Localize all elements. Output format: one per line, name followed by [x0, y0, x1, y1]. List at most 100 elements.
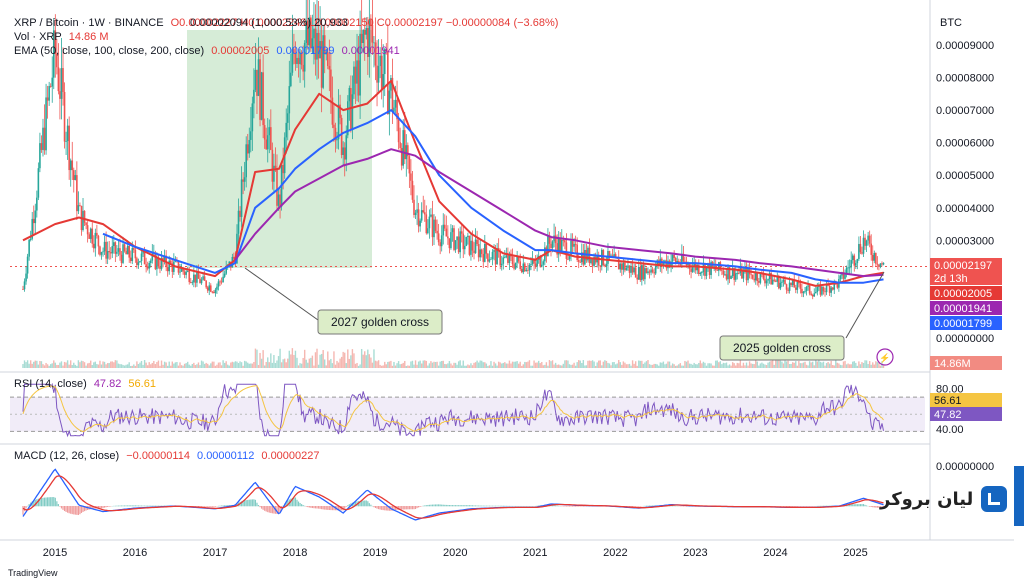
volume-bar [827, 362, 828, 368]
volume-bar [275, 363, 276, 368]
candle-body [487, 254, 489, 262]
symbol-title[interactable]: XRP / Bitcoin · 1W · BINANCE [14, 17, 164, 29]
macd-histogram-bar [210, 506, 211, 507]
volume-bar [133, 364, 134, 368]
candle-body [36, 198, 38, 211]
volume-bar [867, 364, 868, 368]
rsi-label[interactable]: RSI (14, close) [14, 378, 87, 390]
price-tick-label: 0.00007000 [936, 105, 994, 117]
volume-bar [883, 366, 884, 368]
candle-body [552, 241, 554, 248]
candle-body [804, 291, 806, 292]
candle-body [167, 267, 169, 271]
volume-bar [492, 366, 493, 368]
candle-body [349, 88, 351, 101]
volume-bar [446, 364, 447, 368]
candle-body [624, 263, 626, 270]
macd-histogram-bar [489, 506, 490, 507]
macd-histogram-bar [307, 506, 308, 507]
volume-bar [763, 364, 764, 368]
candle-body [529, 265, 531, 270]
volume-bar [341, 357, 342, 368]
candle-body [41, 143, 43, 150]
candle-body [68, 126, 70, 170]
candle-body [564, 240, 566, 242]
candle-body [559, 238, 561, 251]
candle-body [527, 270, 529, 271]
candle-body [275, 166, 277, 168]
candle-body [830, 288, 832, 293]
macd-histogram-bar [424, 505, 425, 506]
macd-histogram-bar [56, 501, 57, 506]
candle-body [872, 255, 874, 261]
candle-body [99, 246, 101, 254]
macd-histogram-bar [221, 506, 222, 507]
candle-body [261, 72, 263, 120]
volume-bar [189, 365, 190, 368]
candle-body [364, 30, 366, 35]
volume-bar [800, 363, 801, 368]
rsi-ma-tag: 56.61 [934, 395, 962, 407]
volume-bar [324, 359, 325, 368]
volume-bar [119, 364, 120, 368]
macd-histogram-bar [327, 506, 328, 510]
candle-body [28, 240, 30, 257]
candle-body [64, 92, 66, 142]
candle-body [190, 282, 192, 283]
volume-bar [362, 355, 363, 368]
candle-body [44, 128, 46, 151]
volume-bar [249, 364, 250, 368]
volume-bar [222, 360, 223, 368]
volume-bar [61, 361, 62, 368]
time-axis-label: 2019 [363, 547, 387, 559]
candle-body [504, 257, 506, 258]
macd-histogram-bar [493, 506, 494, 507]
volume-bar [830, 361, 831, 368]
volume-bar [92, 365, 93, 368]
volume-bar [712, 366, 713, 368]
macd-histogram-bar [467, 505, 468, 506]
candle-body [358, 60, 360, 95]
volume-bar [595, 366, 596, 368]
candle-body [212, 292, 214, 293]
volume-bar [296, 358, 297, 368]
volume-bar [678, 364, 679, 368]
candle-body [279, 194, 281, 206]
volume-bar [730, 366, 731, 368]
macd-histogram-bar [130, 505, 131, 506]
candle-body [840, 276, 842, 280]
volume-label[interactable]: Vol · XRP [14, 31, 62, 43]
volume-bar [38, 365, 39, 368]
candle-body [773, 280, 775, 281]
volume-bar [390, 361, 391, 368]
volume-bar [130, 366, 131, 368]
macd-histogram-bar [301, 504, 302, 506]
macd-histogram-bar [258, 505, 259, 506]
volume-tag: 14.86M [934, 358, 971, 370]
volume-bar [375, 361, 376, 368]
candle-body [869, 236, 871, 244]
macd-histogram-bar [206, 506, 207, 507]
price-tick-label: 0.00008000 [936, 73, 994, 85]
volume-bar [216, 365, 217, 368]
candle-body [787, 290, 789, 291]
candle-body [184, 272, 186, 275]
volume-bar [823, 362, 824, 368]
candle-body [298, 58, 300, 64]
macd-histogram-bar [858, 504, 859, 506]
macd-label[interactable]: MACD (12, 26, close) [14, 450, 119, 462]
volume-bar [834, 365, 835, 368]
tradingview-logo[interactable]: TradingView [8, 568, 58, 578]
volume-bar [65, 362, 66, 368]
volume-bar [794, 363, 795, 368]
volume-bar [142, 365, 143, 368]
candle-body [344, 147, 346, 159]
volume-bar [135, 366, 136, 368]
ema-label[interactable]: EMA (50, close, 100, close, 200, close) [14, 45, 204, 57]
volume-bar [507, 364, 508, 368]
candle-body [213, 292, 215, 293]
macd-hist-value: −0.00000114 [126, 450, 190, 462]
candle-body [361, 34, 363, 43]
